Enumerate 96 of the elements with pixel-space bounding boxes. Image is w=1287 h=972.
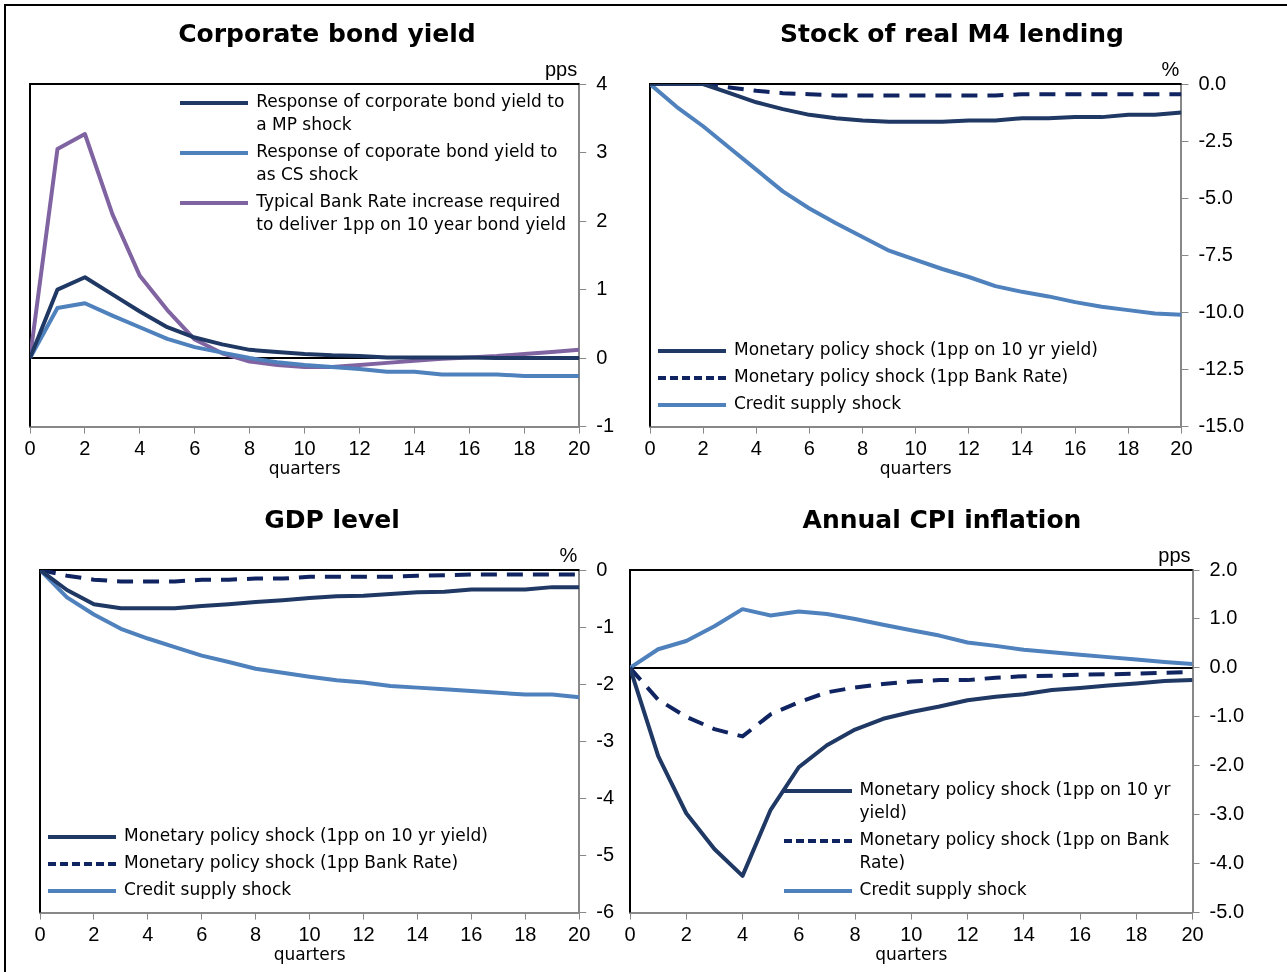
y-tick-label: -2.0	[1209, 753, 1245, 776]
y-tick-label: -1.0	[1209, 704, 1245, 727]
y-tick-label: -3.0	[1209, 802, 1245, 825]
x-tick-label: 4	[750, 437, 762, 460]
y-tick-label: 1.0	[1209, 606, 1238, 629]
x-tick-label: 6	[189, 437, 201, 460]
y-tick-label: -5.0	[1198, 185, 1233, 208]
x-tick-label: 18	[1125, 923, 1148, 946]
y-tick-label: -10.0	[1198, 299, 1245, 322]
x-tick-label: 16	[1068, 923, 1092, 946]
legend-label: Monetary policy shock (1pp on 10 yr yield)	[124, 823, 488, 847]
y-axis-title: %	[1161, 57, 1180, 80]
x-tick-label: 10	[900, 923, 923, 946]
chart-title: Corporate bond yield	[178, 18, 476, 48]
legend-label: Monetary policy shock (1pp Bank Rate)	[734, 364, 1069, 388]
x-tick-label: 6	[196, 923, 208, 946]
y-tick-label: 0	[596, 345, 608, 368]
x-tick-label: 8	[244, 437, 256, 460]
y-tick-label: 1	[596, 277, 608, 300]
x-tick-label: 14	[403, 437, 426, 460]
legend-label: Monetary policy shock (1pp on 10 yr yield)	[734, 337, 1098, 361]
x-tick-label: 14	[406, 923, 429, 946]
x-tick-label: 2	[680, 923, 692, 946]
x-tick-label: 12	[348, 437, 371, 460]
x-tick-label: 10	[293, 437, 316, 460]
y-tick-label: 0	[596, 557, 608, 580]
x-tick-label: 0	[24, 437, 36, 460]
legend-label: Credit supply shock	[859, 877, 1027, 901]
x-tick-label: 14	[1010, 437, 1034, 460]
x-axis-title: quarters	[268, 458, 341, 479]
y-tick-label: -1	[596, 414, 615, 437]
chart-title: GDP level	[264, 504, 400, 534]
y-tick-label: -7.5	[1198, 242, 1233, 265]
y-tick-label: -15.0	[1198, 414, 1245, 437]
legend-label: Monetary policy shock (1pp on 10 yr yield)	[859, 777, 1172, 824]
x-axis-title: quarters	[879, 458, 952, 479]
y-tick-label: -6	[596, 900, 615, 923]
y-tick-label: -5.0	[1209, 900, 1245, 923]
chart-title: Stock of real M4 lending	[780, 18, 1124, 48]
legend-label: Credit supply shock	[124, 877, 292, 901]
x-tick-label: 20	[1181, 923, 1204, 946]
y-tick-label: -1	[596, 614, 615, 637]
legend-label: Response of corporate bond yield to a MP shock	[256, 90, 566, 136]
y-tick-label: -3	[596, 728, 615, 751]
y-tick-label: -12.5	[1198, 357, 1245, 380]
y-tick-label: 2	[596, 208, 608, 231]
x-tick-label: 4	[736, 923, 749, 946]
x-tick-label: 16	[460, 923, 483, 946]
x-tick-label: 18	[513, 437, 536, 460]
legend-label: Credit supply shock	[734, 391, 902, 415]
x-tick-label: 18	[514, 923, 537, 946]
x-tick-label: 0	[644, 437, 656, 460]
y-tick-label: 0.0	[1209, 655, 1238, 678]
x-tick-label: 16	[1064, 437, 1087, 460]
y-axis-title: %	[559, 543, 578, 566]
x-tick-label: 20	[568, 923, 591, 946]
x-tick-label: 12	[956, 923, 979, 946]
legend-label: Monetary policy shock (1pp Bank Rate)	[124, 850, 459, 874]
y-tick-label: -2	[596, 671, 615, 694]
y-tick-label: -2.5	[1198, 128, 1233, 151]
x-tick-label: 14	[1012, 923, 1035, 946]
x-tick-label: 6	[803, 437, 815, 460]
x-tick-label: 2	[88, 923, 100, 946]
x-tick-label: 20	[1170, 437, 1193, 460]
x-tick-label: 2	[697, 437, 709, 460]
x-tick-label: 0	[624, 923, 636, 946]
x-tick-label: 10	[298, 923, 321, 946]
x-tick-label: 8	[849, 923, 861, 946]
x-tick-label: 0	[34, 923, 46, 946]
y-tick-label: -5	[596, 843, 615, 866]
x-tick-label: 20	[568, 437, 591, 460]
x-axis-title: quarters	[875, 944, 948, 965]
x-tick-label: 2	[79, 437, 91, 460]
y-tick-label: 3	[596, 140, 608, 163]
x-tick-label: 16	[458, 437, 481, 460]
x-tick-label: 10	[904, 437, 927, 460]
legend-label: Response of coporate bond yield to as CS shock	[256, 140, 559, 186]
legend-label: Monetary policy shock (1pp on Bank Rate)	[859, 827, 1171, 874]
y-axis-title: pps	[544, 57, 578, 80]
y-tick-label: -4	[596, 785, 615, 808]
x-tick-label: 18	[1117, 437, 1140, 460]
x-tick-label: 12	[352, 923, 375, 946]
x-tick-label: 8	[250, 923, 262, 946]
y-tick-label: -4.0	[1209, 851, 1245, 874]
y-axis-title: pps	[1158, 543, 1191, 566]
x-tick-label: 8	[857, 437, 869, 460]
x-tick-label: 4	[134, 437, 146, 460]
y-tick-label: 4	[596, 71, 608, 94]
legend-label: Typical Bank Rate increase required to deliver 1pp on 10 year bond yield	[256, 190, 567, 236]
y-tick-label: 0.0	[1198, 71, 1227, 94]
x-tick-label: 6	[793, 923, 805, 946]
chart-title: Annual CPI inflation	[802, 504, 1082, 534]
x-tick-label: 12	[957, 437, 980, 460]
y-tick-label: 2.0	[1209, 557, 1238, 580]
x-axis-title: quarters	[273, 944, 346, 965]
x-tick-label: 4	[142, 923, 154, 946]
